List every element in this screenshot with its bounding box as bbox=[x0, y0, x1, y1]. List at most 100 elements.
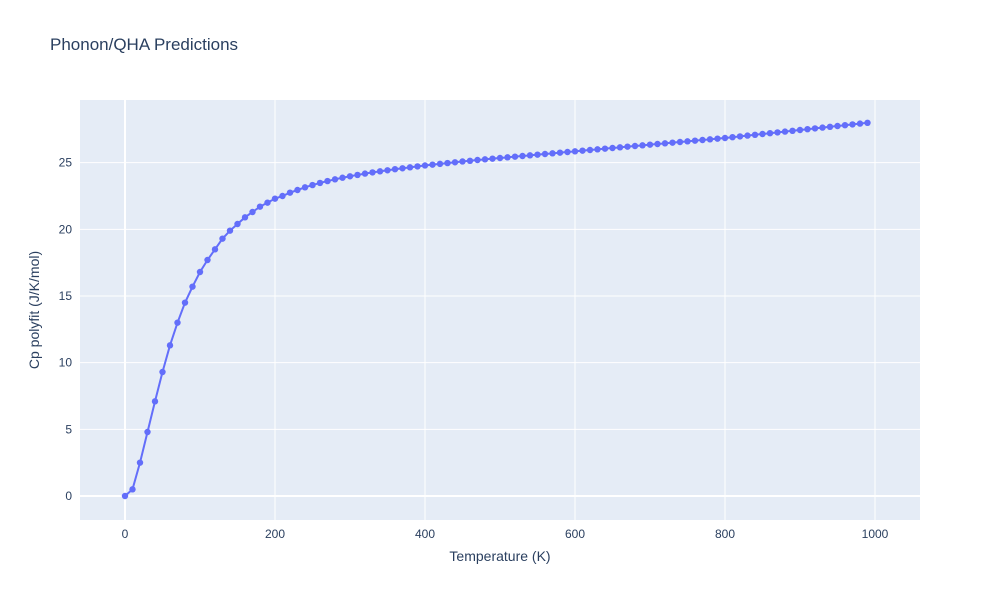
data-point[interactable] bbox=[406, 164, 414, 171]
data-point[interactable] bbox=[226, 227, 234, 234]
data-point[interactable] bbox=[346, 173, 354, 180]
data-point[interactable] bbox=[841, 122, 849, 129]
data-point[interactable] bbox=[654, 140, 661, 148]
data-point[interactable] bbox=[744, 132, 751, 139]
data-point[interactable] bbox=[834, 122, 841, 130]
data-point[interactable] bbox=[204, 256, 211, 264]
data-point[interactable] bbox=[189, 283, 196, 290]
data-point[interactable] bbox=[639, 142, 646, 149]
data-point[interactable] bbox=[166, 342, 174, 349]
data-point[interactable] bbox=[826, 123, 834, 130]
data-point[interactable] bbox=[534, 151, 541, 158]
data-point[interactable] bbox=[504, 154, 511, 161]
data-point[interactable] bbox=[519, 152, 526, 160]
data-point[interactable] bbox=[286, 189, 294, 196]
data-point[interactable] bbox=[774, 129, 781, 136]
data-point[interactable] bbox=[819, 124, 826, 131]
data-point[interactable] bbox=[594, 146, 601, 153]
data-point[interactable] bbox=[699, 136, 706, 144]
data-point[interactable] bbox=[421, 162, 429, 169]
data-point[interactable] bbox=[526, 152, 534, 159]
data-point[interactable] bbox=[751, 131, 759, 138]
data-point[interactable] bbox=[496, 154, 504, 162]
data-point[interactable] bbox=[549, 150, 556, 157]
data-point[interactable] bbox=[781, 128, 789, 135]
data-point[interactable] bbox=[729, 134, 736, 141]
data-point[interactable] bbox=[399, 165, 406, 172]
data-point[interactable] bbox=[279, 192, 286, 200]
data-point[interactable] bbox=[324, 177, 331, 185]
data-point[interactable] bbox=[676, 138, 684, 146]
data-point[interactable] bbox=[121, 492, 129, 500]
data-point[interactable] bbox=[601, 145, 609, 152]
data-point[interactable] bbox=[151, 398, 159, 405]
data-point[interactable] bbox=[294, 186, 301, 194]
data-point[interactable] bbox=[309, 181, 316, 189]
data-point[interactable] bbox=[849, 121, 856, 128]
data-point[interactable] bbox=[211, 246, 219, 253]
data-point[interactable] bbox=[436, 160, 444, 168]
data-point[interactable] bbox=[444, 159, 451, 167]
data-point[interactable] bbox=[271, 195, 279, 202]
data-point[interactable] bbox=[564, 148, 571, 156]
data-point[interactable] bbox=[646, 141, 654, 148]
data-point[interactable] bbox=[691, 137, 699, 144]
data-point[interactable] bbox=[301, 184, 309, 191]
data-point[interactable] bbox=[541, 150, 549, 158]
data-point[interactable] bbox=[361, 170, 369, 177]
data-point[interactable] bbox=[331, 176, 339, 183]
data-point[interactable] bbox=[136, 459, 144, 466]
data-point[interactable] bbox=[159, 368, 166, 376]
data-point[interactable] bbox=[459, 158, 466, 165]
data-point[interactable] bbox=[451, 159, 459, 166]
data-point[interactable] bbox=[144, 428, 151, 436]
data-point[interactable] bbox=[391, 166, 399, 173]
data-point[interactable] bbox=[669, 139, 676, 146]
data-point[interactable] bbox=[481, 156, 489, 163]
data-point[interactable] bbox=[129, 486, 136, 493]
data-point[interactable] bbox=[414, 163, 421, 170]
data-point[interactable] bbox=[264, 199, 271, 206]
data-point[interactable] bbox=[489, 155, 496, 162]
data-point[interactable] bbox=[234, 220, 241, 228]
data-point[interactable] bbox=[864, 119, 871, 127]
data-point[interactable] bbox=[789, 127, 796, 134]
data-point[interactable] bbox=[339, 174, 346, 181]
data-point[interactable] bbox=[624, 143, 631, 150]
data-point[interactable] bbox=[249, 208, 256, 216]
data-point[interactable] bbox=[466, 157, 474, 164]
data-point[interactable] bbox=[714, 135, 721, 142]
data-point[interactable] bbox=[631, 142, 639, 150]
data-point[interactable] bbox=[369, 169, 376, 176]
data-point[interactable] bbox=[241, 214, 249, 221]
data-point[interactable] bbox=[316, 179, 324, 187]
data-point[interactable] bbox=[384, 167, 391, 174]
data-point[interactable] bbox=[736, 133, 744, 140]
data-point[interactable] bbox=[766, 130, 774, 137]
data-point[interactable] bbox=[474, 156, 481, 164]
data-point[interactable] bbox=[804, 126, 811, 133]
data-point[interactable] bbox=[429, 161, 436, 168]
data-point[interactable] bbox=[181, 299, 189, 306]
data-point[interactable] bbox=[354, 171, 361, 179]
data-point[interactable] bbox=[721, 134, 729, 142]
data-point[interactable] bbox=[706, 136, 714, 143]
data-point[interactable] bbox=[376, 168, 384, 175]
data-point[interactable] bbox=[174, 319, 181, 326]
data-point[interactable] bbox=[511, 153, 519, 160]
data-point[interactable] bbox=[256, 203, 264, 210]
data-point[interactable] bbox=[579, 147, 586, 154]
data-point[interactable] bbox=[796, 126, 804, 134]
data-point[interactable] bbox=[609, 144, 616, 152]
data-point[interactable] bbox=[571, 148, 579, 155]
data-point[interactable] bbox=[811, 125, 819, 132]
data-point[interactable] bbox=[759, 130, 766, 138]
data-point[interactable] bbox=[556, 149, 564, 156]
data-point[interactable] bbox=[616, 144, 624, 151]
data-point[interactable] bbox=[586, 146, 594, 154]
data-point[interactable] bbox=[684, 138, 691, 145]
data-point[interactable] bbox=[219, 235, 226, 242]
data-point[interactable] bbox=[196, 268, 204, 276]
data-point[interactable] bbox=[856, 120, 864, 127]
data-point[interactable] bbox=[661, 140, 669, 147]
